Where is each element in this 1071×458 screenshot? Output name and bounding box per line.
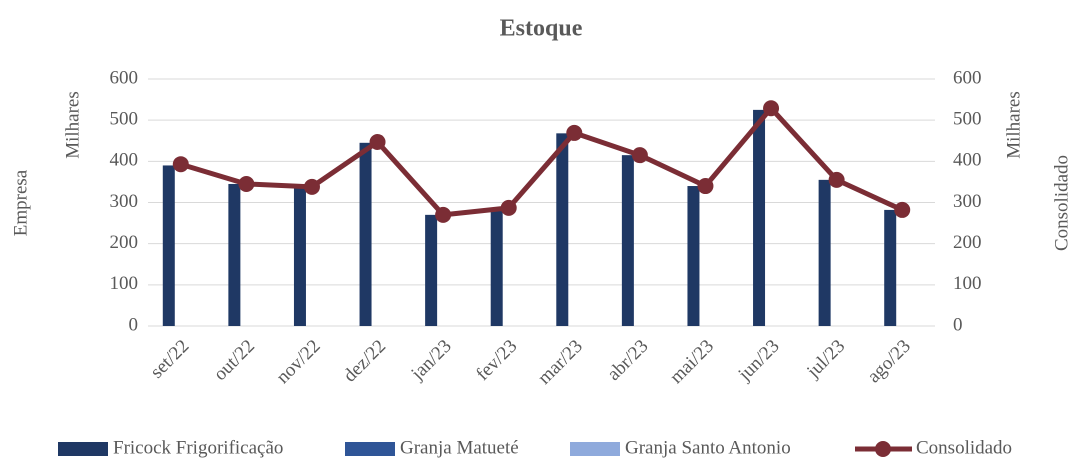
legend-marker	[875, 441, 891, 457]
bar	[818, 179, 831, 326]
x-tick-label: nov/22	[272, 336, 324, 388]
y2-tick-label: 0	[953, 314, 963, 335]
legend-swatch	[58, 442, 108, 456]
y-tick-label: 100	[110, 273, 139, 294]
y-axis-label: Empresa	[10, 169, 31, 236]
legend-label: Fricock Frigorificação	[113, 437, 283, 458]
legend-label: Granja Matueté	[400, 437, 519, 458]
line-marker	[763, 100, 780, 117]
bar	[884, 209, 897, 326]
y2-axis-unit: Milhares	[1003, 91, 1024, 159]
line-marker	[303, 178, 320, 195]
legend-label: Consolidado	[916, 437, 1012, 458]
y2-axis-label: Consolidado	[1051, 155, 1071, 251]
y-tick-label: 400	[110, 150, 139, 171]
bar	[687, 186, 700, 326]
line-marker	[238, 175, 255, 192]
y2-tick-label: 300	[953, 191, 982, 212]
line-marker	[631, 147, 648, 164]
line-marker	[828, 171, 845, 188]
line-marker	[369, 133, 386, 150]
line-marker	[894, 201, 911, 218]
legend-label: Granja Santo Antonio	[625, 437, 791, 458]
line-marker	[566, 124, 583, 141]
x-tick-label: jul/23	[802, 336, 849, 383]
bar	[753, 109, 766, 326]
y2-tick-label: 500	[953, 109, 982, 130]
x-tick-label: ago/23	[863, 336, 914, 387]
bar	[490, 209, 503, 326]
bar	[621, 155, 634, 326]
x-tick-label: dez/22	[339, 336, 390, 387]
x-tick-label: mar/23	[534, 336, 587, 389]
y2-tick-label: 400	[953, 150, 982, 171]
bar	[359, 142, 372, 326]
line-marker	[172, 156, 189, 173]
legend-swatch	[345, 442, 395, 456]
y2-tick-label: 200	[953, 232, 982, 253]
x-tick-label: mai/23	[666, 336, 718, 388]
line-marker	[435, 206, 452, 223]
bar	[293, 186, 306, 326]
bar	[556, 133, 569, 326]
line-marker	[500, 199, 517, 216]
line-marker	[697, 178, 714, 195]
y-tick-label: 300	[110, 191, 139, 212]
bar	[162, 165, 175, 326]
y-tick-label: 200	[110, 232, 139, 253]
y-tick-label: 600	[110, 67, 139, 88]
x-tick-label: jun/23	[734, 336, 784, 386]
y-axis-unit: Milhares	[62, 91, 83, 159]
x-tick-label: out/22	[210, 336, 259, 385]
y-tick-label: 0	[129, 314, 139, 335]
x-tick-label: abr/23	[603, 336, 652, 385]
line-series	[180, 105, 904, 218]
legend-swatch	[570, 442, 620, 456]
y-tick-label: 500	[110, 109, 139, 130]
chart-title: Estoque	[500, 16, 583, 42]
x-tick-label: set/22	[146, 336, 193, 383]
x-tick-label: fev/23	[472, 336, 521, 385]
bar	[425, 214, 438, 326]
bar	[228, 183, 241, 326]
x-tick-label: jan/23	[407, 336, 456, 385]
y2-tick-label: 600	[953, 67, 982, 88]
y2-tick-label: 100	[953, 273, 982, 294]
